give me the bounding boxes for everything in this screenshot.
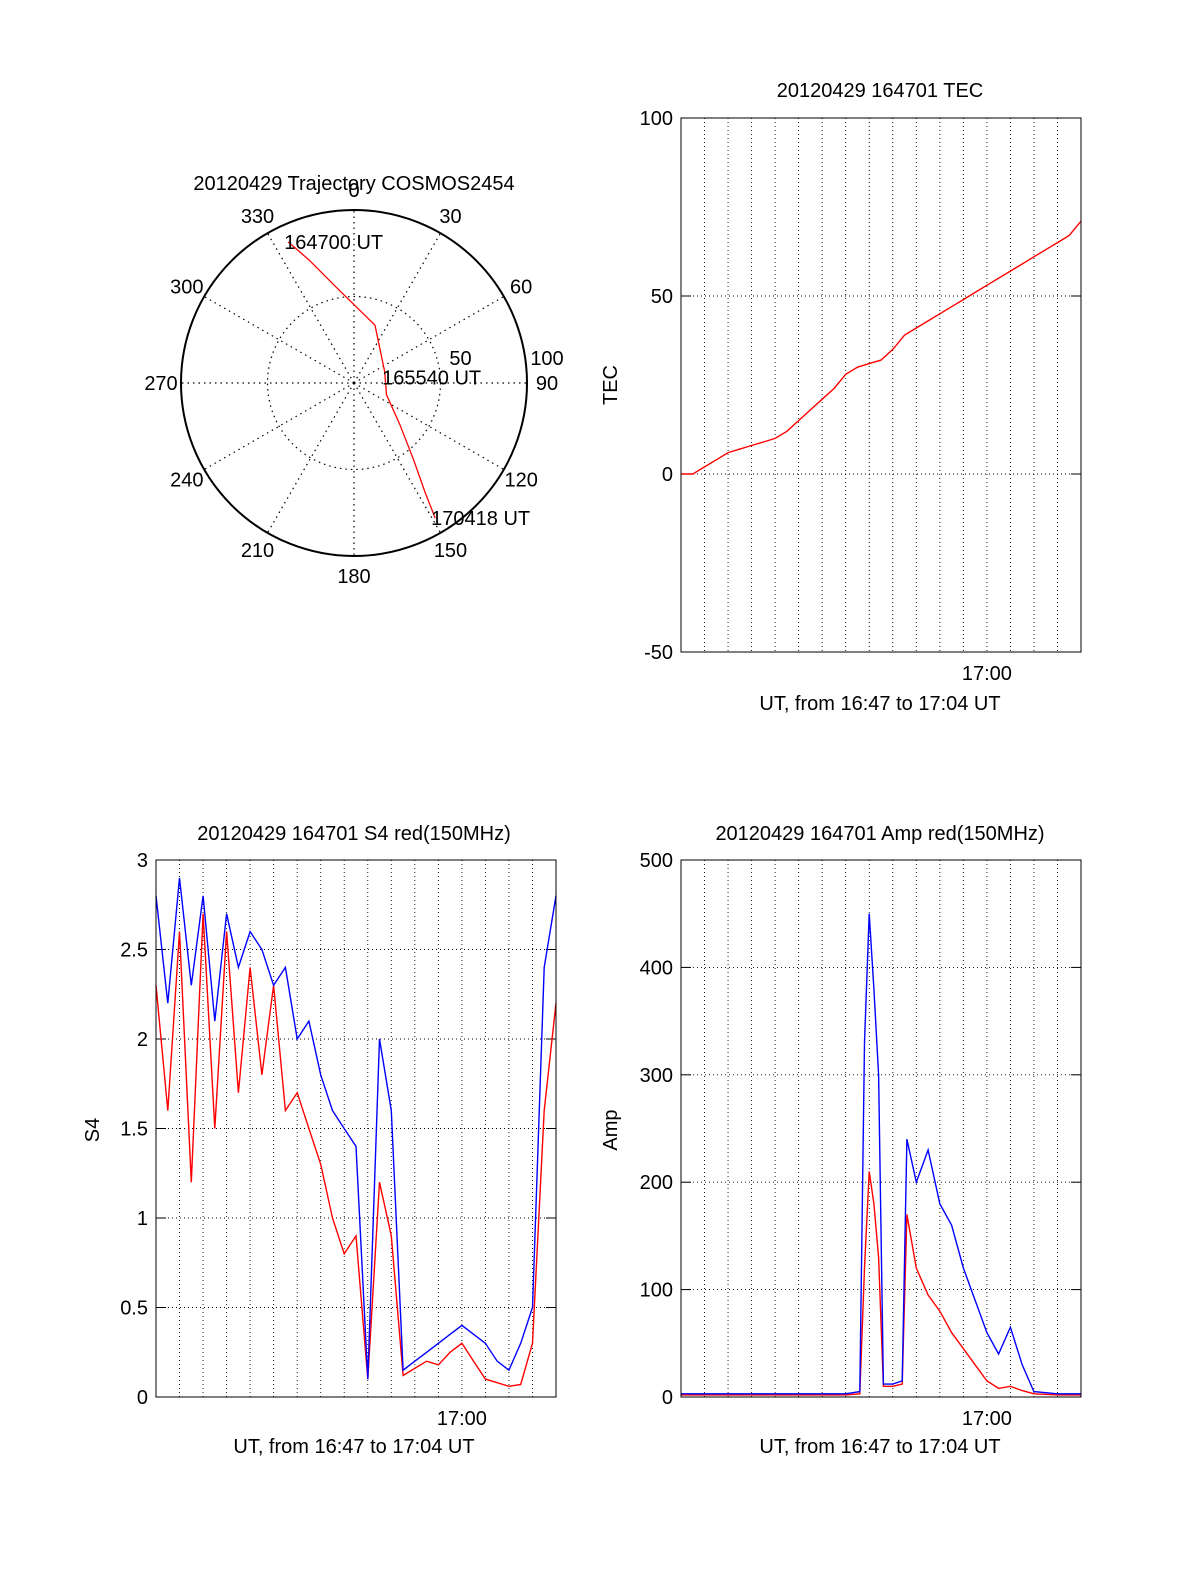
- polar-spoke: [203, 382, 355, 471]
- trajectory-line: [287, 241, 436, 519]
- s4-series-line-1: [155, 913, 557, 1388]
- x-tick-label: 17:00: [962, 1408, 1012, 1430]
- amp-chart: 20120429 164701 Amp red(150MHz) 500 400 30…: [600, 823, 1082, 1458]
- azimuth-label: 120: [504, 470, 537, 492]
- tec-y-tick-labels: 100 50 0 -50: [640, 108, 673, 664]
- trajectory-annotation: 164700 UT: [284, 232, 383, 254]
- tec-grid: [681, 117, 1081, 653]
- polar-spoke: [203, 295, 355, 384]
- y-tick-label: 3: [137, 850, 148, 872]
- polar-spoke: [353, 295, 505, 384]
- x-tick-label: 17:00: [437, 1408, 487, 1430]
- trajectory-annotations: 164700 UT 165540 UT 170418 UT: [284, 232, 530, 530]
- azimuth-label: 240: [170, 470, 203, 492]
- s4-x-tick-labels: 17:00: [437, 1408, 487, 1430]
- x-tick-label: 17:00: [962, 663, 1012, 685]
- amp-xlabel: UT, from 16:47 to 17:04 UT: [759, 1436, 1000, 1458]
- amp-title: 20120429 164701 Amp red(150MHz): [715, 823, 1044, 845]
- polar-inner-circle: [266, 295, 442, 471]
- y-tick-label: 2.5: [120, 940, 148, 962]
- azimuth-label: 90: [536, 373, 558, 395]
- y-tick-label: 200: [640, 1172, 673, 1194]
- s4-chart: 20120429 164701 S4 red(150MHz) 3 2.5 2 1.5 1…: [82, 823, 557, 1458]
- azimuth-label: 210: [241, 540, 274, 562]
- azimuth-label: 180: [337, 566, 370, 588]
- amp-series: [681, 913, 1081, 1396]
- azimuth-label: 270: [144, 373, 177, 395]
- y-tick-label: 100: [640, 1280, 673, 1302]
- amp-ylabel: Amp: [600, 1109, 622, 1150]
- y-tick-label: 0.5: [120, 1298, 148, 1320]
- amp-y-tick-labels: 500 400 300 200 100 0: [640, 850, 673, 1409]
- amp-x-tick-labels: 17:00: [962, 1408, 1012, 1430]
- y-tick-label: 0: [662, 1387, 673, 1409]
- s4-ylabel: S4: [82, 1118, 104, 1142]
- s4-series: [155, 877, 557, 1388]
- azimuth-label: 150: [434, 540, 467, 562]
- s4-y-tick-labels: 3 2.5 2 1.5 1 0.5 0: [120, 850, 148, 1409]
- tec-title: 20120429 164701 TEC: [777, 80, 983, 102]
- y-tick-label: -50: [644, 642, 673, 664]
- azimuth-label: 30: [439, 206, 461, 228]
- amp-plot-frame: [680, 859, 1082, 1398]
- s4-title: 20120429 164701 S4 red(150MHz): [197, 823, 511, 845]
- radius-label: 50: [449, 348, 471, 370]
- tec-plot-frame: [680, 117, 1082, 653]
- y-tick-label: 100: [640, 108, 673, 130]
- tec-xlabel: UT, from 16:47 to 17:04 UT: [759, 693, 1000, 715]
- tec-series-line-1: [681, 220, 1082, 475]
- tec-chart: 20120429 164701 TEC 100 50 0 -50 17:00 UT, …: [600, 80, 1082, 715]
- polar-spoke: [353, 382, 442, 534]
- amp-series-line-1: [681, 1171, 1081, 1396]
- y-tick-label: 50: [651, 286, 673, 308]
- y-tick-label: 2: [137, 1029, 148, 1051]
- polar-azimuth-labels: 0 30 60 90 120 150 180 210 240 270 300 330: [144, 180, 558, 588]
- s4-plot-frame: [155, 859, 557, 1398]
- tec-x-tick-labels: 17:00: [962, 663, 1012, 685]
- s4-series-line-2: [155, 877, 557, 1380]
- polar-outer-circle: [180, 209, 528, 557]
- polar-radius-labels: 50 100: [449, 348, 563, 370]
- s4-grid: [156, 859, 556, 1398]
- tec-ylabel: TEC: [600, 365, 622, 405]
- amp-grid: [681, 859, 1081, 1398]
- polar-spoke: [266, 382, 355, 534]
- y-tick-label: 1.5: [120, 1119, 148, 1141]
- radius-label: 100: [530, 348, 563, 370]
- polar-spoke: [266, 232, 355, 384]
- azimuth-label: 60: [510, 277, 532, 299]
- trajectory-annotation: 165540 UT: [382, 367, 481, 389]
- polar-trajectory-chart: 20120429 Trajectory COSMOS2454 0 30 60 90 12…: [144, 173, 563, 588]
- y-tick-label: 0: [662, 464, 673, 486]
- y-tick-label: 400: [640, 957, 673, 979]
- amp-series-line-2: [681, 913, 1081, 1395]
- s4-xlabel: UT, from 16:47 to 17:04 UT: [233, 1436, 474, 1458]
- azimuth-label: 0: [348, 180, 359, 202]
- tec-series: [681, 220, 1082, 475]
- y-tick-label: 500: [640, 850, 673, 872]
- azimuth-label: 330: [241, 206, 274, 228]
- polar-spoke: [353, 232, 442, 384]
- polar-grid: [180, 209, 528, 557]
- polar-spoke: [353, 382, 505, 471]
- trajectory-annotation: 170418 UT: [431, 508, 530, 530]
- y-tick-label: 1: [137, 1208, 148, 1230]
- azimuth-label: 300: [170, 277, 203, 299]
- polar-title: 20120429 Trajectory COSMOS2454: [193, 173, 514, 195]
- y-tick-label: 300: [640, 1065, 673, 1087]
- y-tick-label: 0: [137, 1387, 148, 1409]
